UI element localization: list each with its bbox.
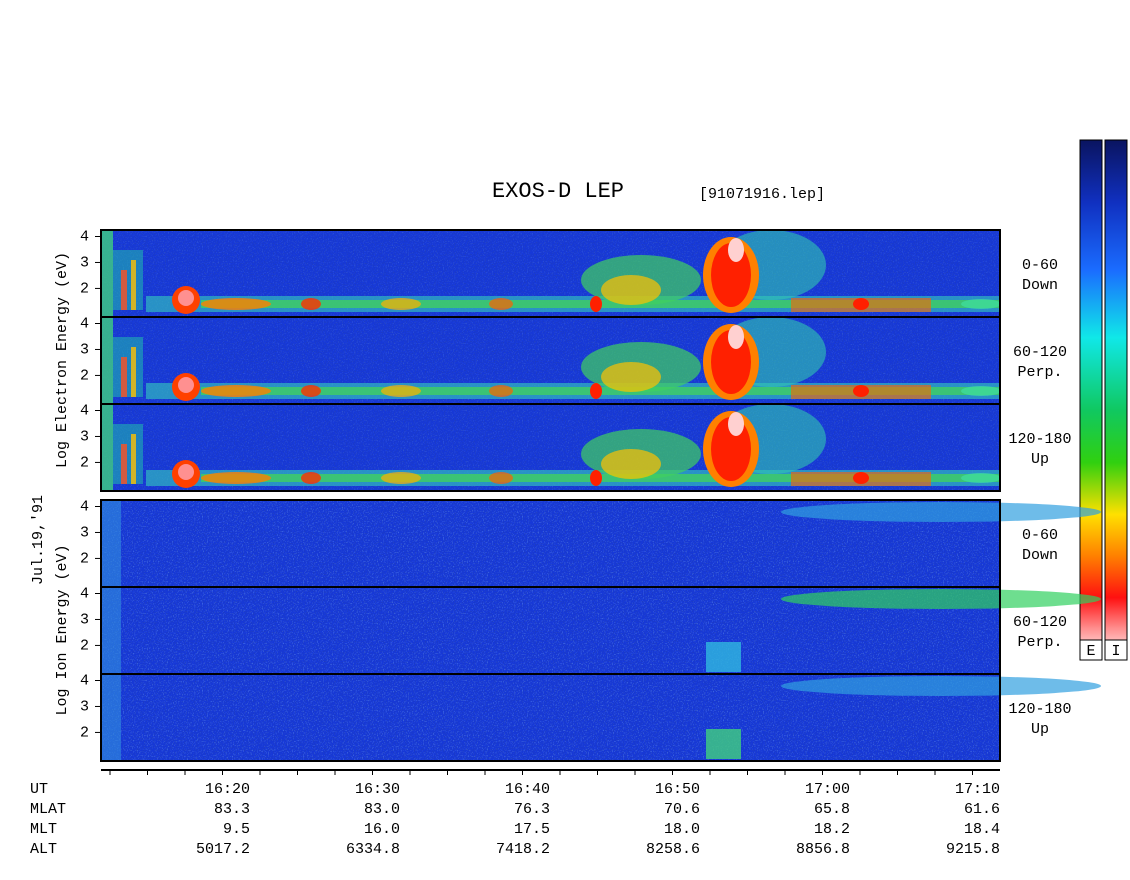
- y-tick-label: 4: [80, 402, 89, 419]
- y-tick-label: 4: [80, 315, 89, 332]
- row-label: UT: [30, 781, 48, 798]
- spectrogram-panel: [100, 499, 1101, 588]
- row-value: 16:20: [205, 781, 250, 798]
- ion-feature: [781, 676, 1101, 696]
- row-value: 8856.8: [796, 841, 850, 858]
- panel-label: Up: [1031, 451, 1049, 468]
- row-value: 9.5: [223, 821, 250, 838]
- row-value: 16:50: [655, 781, 700, 798]
- row-value: 5017.2: [196, 841, 250, 858]
- y-tick-label: 3: [80, 698, 89, 715]
- row-value: 83.3: [214, 801, 250, 818]
- row-value: 18.4: [964, 821, 1000, 838]
- spectrogram-panel: [100, 316, 1001, 405]
- y-tick-label: 4: [80, 672, 89, 689]
- y-tick-label: 2: [80, 280, 89, 297]
- spectrogram-panel: [100, 403, 1001, 492]
- ion-feature: [706, 729, 741, 759]
- panel-label: 60-120: [1013, 614, 1067, 631]
- y-tick-label: 2: [80, 637, 89, 654]
- row-value: 8258.6: [646, 841, 700, 858]
- row-label: MLAT: [30, 801, 66, 818]
- row-value: 17.5: [514, 821, 550, 838]
- row-value: 6334.8: [346, 841, 400, 858]
- ion-feature: [101, 587, 121, 674]
- ion-feature: [101, 674, 121, 761]
- panel-label: 60-120: [1013, 344, 1067, 361]
- row-value: 18.2: [814, 821, 850, 838]
- panel-label: Up: [1031, 721, 1049, 738]
- colorbar: [1079, 139, 1103, 661]
- ion-feature: [781, 502, 1101, 522]
- row-value: 65.8: [814, 801, 850, 818]
- panel-label: Perp.: [1017, 364, 1062, 381]
- row-value: 70.6: [664, 801, 700, 818]
- y-tick-label: 3: [80, 428, 89, 445]
- panel-frame: [100, 673, 1001, 762]
- ion-feature: [706, 642, 741, 672]
- row-value: 61.6: [964, 801, 1000, 818]
- colorbar-box: [1079, 639, 1103, 661]
- panel-label: Down: [1022, 277, 1058, 294]
- spectrogram-panel: [100, 586, 1101, 675]
- spectrogram-panel: [100, 229, 1001, 318]
- chart-title: EXOS-D LEP: [492, 179, 624, 204]
- row-value: 16.0: [364, 821, 400, 838]
- subtitle: [91071916.lep]: [699, 186, 825, 203]
- panel-label: 0-60: [1022, 257, 1058, 274]
- row-value: 16:30: [355, 781, 400, 798]
- row-label: ALT: [30, 841, 57, 858]
- y-axis-label: Log Electron Energy (eV): [54, 252, 71, 468]
- y-tick-label: 2: [80, 550, 89, 567]
- panel-label: 0-60: [1022, 527, 1058, 544]
- date-label: Jul.19,'91: [30, 495, 47, 585]
- y-tick-label: 3: [80, 341, 89, 358]
- row-value: 9215.8: [946, 841, 1000, 858]
- panel-label: 120-180: [1008, 431, 1071, 448]
- y-tick-label: 3: [80, 254, 89, 271]
- colorbar-label: I: [1111, 643, 1120, 660]
- row-value: 16:40: [505, 781, 550, 798]
- ion-feature: [101, 500, 121, 587]
- ion-feature: [781, 589, 1101, 609]
- row-value: 83.0: [364, 801, 400, 818]
- y-tick-label: 2: [80, 367, 89, 384]
- colorbar-label: E: [1086, 643, 1095, 660]
- row-value: 76.3: [514, 801, 550, 818]
- panel-label: Perp.: [1017, 634, 1062, 651]
- y-tick-label: 4: [80, 498, 89, 515]
- row-value: 18.0: [664, 821, 700, 838]
- y-tick-label: 3: [80, 524, 89, 541]
- panel-label: 120-180: [1008, 701, 1071, 718]
- spectrogram-panel: [100, 673, 1101, 762]
- row-value: 17:10: [955, 781, 1000, 798]
- row-value: 17:00: [805, 781, 850, 798]
- y-tick-label: 4: [80, 585, 89, 602]
- y-tick-label: 2: [80, 454, 89, 471]
- colorbar-box: [1104, 639, 1128, 661]
- y-tick-label: 4: [80, 228, 89, 245]
- panel-label: Down: [1022, 547, 1058, 564]
- y-axis-label: Log Ion Energy (eV): [54, 544, 71, 715]
- colorbar: [1104, 139, 1128, 661]
- row-value: 7418.2: [496, 841, 550, 858]
- panel-frame: [100, 403, 1001, 492]
- row-label: MLT: [30, 821, 57, 838]
- y-tick-label: 2: [80, 724, 89, 741]
- minor-ticks: [109, 770, 973, 775]
- y-tick-label: 3: [80, 611, 89, 628]
